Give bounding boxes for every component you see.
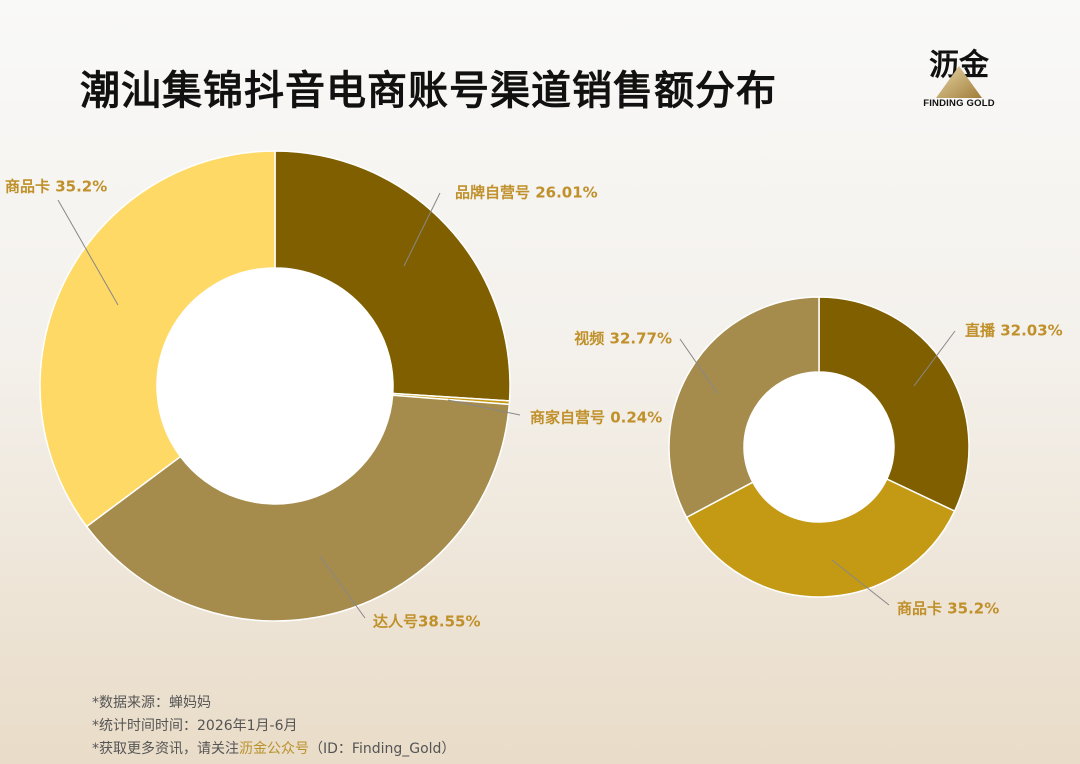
leader-line bbox=[319, 555, 366, 619]
footer-follow-id: （ID：Finding_Gold） bbox=[309, 741, 456, 757]
slice-label: 品牌自营号 26.01% bbox=[455, 184, 598, 202]
leader-line bbox=[831, 559, 890, 606]
footer-follow-prefix: *获取更多资讯，请关注 bbox=[92, 741, 239, 757]
slice-label: 直播 32.03% bbox=[965, 322, 1063, 340]
footer-follow: *获取更多资讯，请关注沥金公众号（ID：Finding_Gold） bbox=[92, 738, 455, 761]
slice-label: 商家自营号 0.24% bbox=[530, 409, 662, 427]
mountain-logo-icon bbox=[936, 66, 982, 98]
slice-label: 商品卡 35.2% bbox=[5, 178, 107, 196]
leader-line bbox=[679, 338, 719, 395]
footer-source: *数据来源：蝉妈妈 bbox=[92, 695, 211, 711]
leader-line bbox=[447, 399, 521, 416]
leader-line bbox=[403, 192, 441, 267]
donut-chart-account-type: 品牌自营号 26.01% 商家自营号 0.24% 达人号38.55% 商品卡 35.2… bbox=[5, 150, 662, 631]
footer-notes: *数据来源：蝉妈妈 *统计时间时间：2026年1月-6月 *获取更多资讯，请关注… bbox=[92, 692, 455, 761]
page-title: 潮汕集锦抖音电商账号渠道销售额分布 bbox=[80, 68, 777, 114]
footer-period: *统计时间时间：2026年1月-6月 bbox=[92, 718, 298, 734]
leader-line bbox=[57, 199, 119, 306]
finding-gold-logo: 沥金 FINDING GOLD bbox=[918, 40, 1000, 112]
slice-label: 达人号38.55% bbox=[373, 613, 480, 631]
donut-hole bbox=[744, 372, 894, 522]
donut-chart-channel: 直播 32.03% 商品卡 35.2% 视频 32.77% bbox=[574, 296, 1063, 618]
donut-hole bbox=[157, 268, 393, 504]
footer-follow-account: 沥金公众号 bbox=[239, 741, 309, 757]
logo-en-text: FINDING GOLD bbox=[923, 98, 995, 109]
slice-label: 商品卡 35.2% bbox=[897, 600, 999, 618]
leader-line bbox=[913, 330, 956, 387]
slice-label: 视频 32.77% bbox=[574, 330, 672, 348]
